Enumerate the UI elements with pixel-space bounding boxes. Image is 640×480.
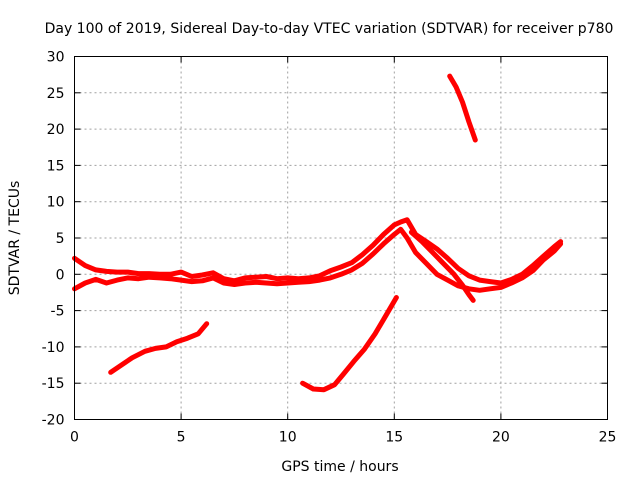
x-tick-label: 0 bbox=[70, 430, 79, 446]
y-tick-label: 15 bbox=[47, 158, 65, 174]
y-tick-label: 25 bbox=[47, 86, 65, 102]
x-tick-label: 15 bbox=[385, 430, 403, 446]
y-axis-label: SDTVAR / TECUs bbox=[7, 181, 23, 296]
series-line-midday-negative-arc bbox=[300, 295, 399, 393]
y-tick-label: -10 bbox=[42, 340, 65, 356]
data-series-group bbox=[72, 73, 564, 393]
y-tick-label: -15 bbox=[42, 376, 65, 392]
chart-title: Day 100 of 2019, Sidereal Day-to-day VTE… bbox=[45, 21, 614, 37]
series-line-evening-positive-arc bbox=[447, 73, 478, 143]
series-line-early-negative-arc bbox=[108, 321, 210, 375]
y-tick-label: 30 bbox=[47, 50, 65, 66]
series-line-main-band-upper bbox=[72, 217, 564, 286]
x-tick-label: 5 bbox=[177, 430, 186, 446]
y-tick-label: -20 bbox=[42, 413, 65, 429]
y-tick-label: 10 bbox=[47, 195, 65, 211]
gridlines bbox=[74, 56, 608, 420]
y-tick-label: -5 bbox=[51, 304, 65, 320]
series-line-main-band-lower bbox=[72, 226, 564, 293]
y-tick-label: 5 bbox=[56, 231, 65, 247]
axis-ticks: 0 5 10 15 20 25 -20 -15 -10 -5 0 5 10 15 20 25 30 bbox=[42, 50, 617, 446]
x-axis-label: GPS time / hours bbox=[281, 459, 398, 475]
x-tick-label: 10 bbox=[279, 430, 297, 446]
series-line-afternoon-branch bbox=[408, 229, 476, 303]
x-tick-label: 25 bbox=[599, 430, 617, 446]
y-tick-label: 0 bbox=[56, 267, 65, 283]
y-tick-label: 20 bbox=[47, 122, 65, 138]
x-tick-label: 20 bbox=[492, 430, 510, 446]
